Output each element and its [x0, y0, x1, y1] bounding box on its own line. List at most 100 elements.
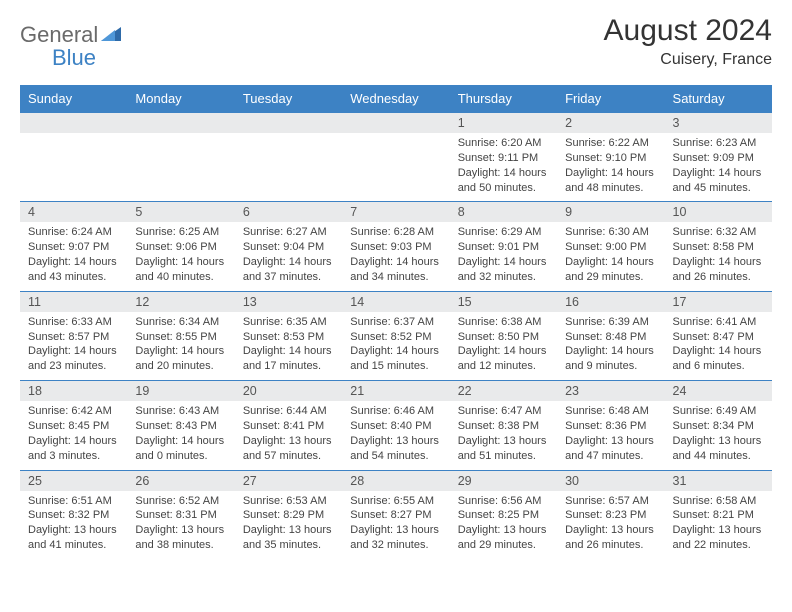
day-line-ss: Sunset: 8:58 PM: [673, 240, 764, 255]
day-content: Sunrise: 6:53 AMSunset: 8:29 PMDaylight:…: [235, 491, 342, 559]
day-number: 17: [665, 292, 772, 312]
day-line-d1: Daylight: 14 hours: [458, 255, 549, 270]
day-number: 25: [20, 471, 127, 491]
day-line-d1: Daylight: 13 hours: [673, 434, 764, 449]
day-cell: Sunrise: 6:22 AMSunset: 9:10 PMDaylight:…: [557, 133, 664, 202]
day-cell: Sunrise: 6:53 AMSunset: 8:29 PMDaylight:…: [235, 491, 342, 559]
day-content: Sunrise: 6:42 AMSunset: 8:45 PMDaylight:…: [20, 401, 127, 469]
day-content: Sunrise: 6:49 AMSunset: 8:34 PMDaylight:…: [665, 401, 772, 469]
week-row: Sunrise: 6:24 AMSunset: 9:07 PMDaylight:…: [20, 222, 772, 291]
location-subtitle: Cuisery, France: [604, 51, 772, 69]
day-line-ss: Sunset: 8:57 PM: [28, 330, 119, 345]
weekday-header: Friday: [557, 85, 664, 113]
day-number: 27: [235, 471, 342, 491]
day-cell: Sunrise: 6:55 AMSunset: 8:27 PMDaylight:…: [342, 491, 449, 559]
day-line-ss: Sunset: 9:10 PM: [565, 151, 656, 166]
daynum-cell: 13: [235, 291, 342, 312]
day-line-d1: Daylight: 13 hours: [243, 523, 334, 538]
daynum-cell: [20, 113, 127, 134]
day-content: Sunrise: 6:22 AMSunset: 9:10 PMDaylight:…: [557, 133, 664, 201]
day-line-d1: Daylight: 14 hours: [243, 344, 334, 359]
day-cell: Sunrise: 6:46 AMSunset: 8:40 PMDaylight:…: [342, 401, 449, 470]
day-line-d2: and 51 minutes.: [458, 449, 549, 464]
day-content: Sunrise: 6:46 AMSunset: 8:40 PMDaylight:…: [342, 401, 449, 469]
day-line-ss: Sunset: 8:55 PM: [135, 330, 226, 345]
day-cell: Sunrise: 6:47 AMSunset: 8:38 PMDaylight:…: [450, 401, 557, 470]
day-cell: Sunrise: 6:41 AMSunset: 8:47 PMDaylight:…: [665, 312, 772, 381]
daynum-cell: 16: [557, 291, 664, 312]
day-number: [127, 113, 234, 133]
day-line-sr: Sunrise: 6:39 AM: [565, 315, 656, 330]
daynum-cell: 9: [557, 202, 664, 223]
day-number: 15: [450, 292, 557, 312]
day-cell: Sunrise: 6:56 AMSunset: 8:25 PMDaylight:…: [450, 491, 557, 559]
day-cell: Sunrise: 6:29 AMSunset: 9:01 PMDaylight:…: [450, 222, 557, 291]
day-line-d1: Daylight: 14 hours: [565, 344, 656, 359]
daynum-cell: 23: [557, 381, 664, 402]
day-content: Sunrise: 6:52 AMSunset: 8:31 PMDaylight:…: [127, 491, 234, 559]
day-content: Sunrise: 6:38 AMSunset: 8:50 PMDaylight:…: [450, 312, 557, 380]
day-content: [127, 133, 234, 193]
day-cell: Sunrise: 6:34 AMSunset: 8:55 PMDaylight:…: [127, 312, 234, 381]
day-line-d1: Daylight: 14 hours: [350, 344, 441, 359]
day-line-d1: Daylight: 14 hours: [458, 344, 549, 359]
day-line-sr: Sunrise: 6:35 AM: [243, 315, 334, 330]
day-cell: Sunrise: 6:52 AMSunset: 8:31 PMDaylight:…: [127, 491, 234, 559]
day-line-d1: Daylight: 14 hours: [28, 434, 119, 449]
day-line-d1: Daylight: 14 hours: [135, 344, 226, 359]
day-cell: Sunrise: 6:39 AMSunset: 8:48 PMDaylight:…: [557, 312, 664, 381]
day-line-ss: Sunset: 8:21 PM: [673, 508, 764, 523]
day-cell: [342, 133, 449, 202]
day-content: Sunrise: 6:57 AMSunset: 8:23 PMDaylight:…: [557, 491, 664, 559]
day-number: 18: [20, 381, 127, 401]
day-line-d1: Daylight: 14 hours: [673, 344, 764, 359]
day-cell: Sunrise: 6:57 AMSunset: 8:23 PMDaylight:…: [557, 491, 664, 559]
day-content: Sunrise: 6:58 AMSunset: 8:21 PMDaylight:…: [665, 491, 772, 559]
day-content: Sunrise: 6:55 AMSunset: 8:27 PMDaylight:…: [342, 491, 449, 559]
day-line-sr: Sunrise: 6:22 AM: [565, 136, 656, 151]
day-line-d1: Daylight: 14 hours: [28, 344, 119, 359]
day-number: 26: [127, 471, 234, 491]
day-line-sr: Sunrise: 6:41 AM: [673, 315, 764, 330]
day-line-d2: and 29 minutes.: [458, 538, 549, 553]
daynum-cell: 12: [127, 291, 234, 312]
day-content: Sunrise: 6:27 AMSunset: 9:04 PMDaylight:…: [235, 222, 342, 290]
weekday-header: Sunday: [20, 85, 127, 113]
weekday-header: Tuesday: [235, 85, 342, 113]
day-line-d2: and 54 minutes.: [350, 449, 441, 464]
day-content: Sunrise: 6:33 AMSunset: 8:57 PMDaylight:…: [20, 312, 127, 380]
day-line-sr: Sunrise: 6:27 AM: [243, 225, 334, 240]
day-line-d2: and 20 minutes.: [135, 359, 226, 374]
day-number: 24: [665, 381, 772, 401]
day-number: [235, 113, 342, 133]
day-line-ss: Sunset: 8:40 PM: [350, 419, 441, 434]
day-line-d1: Daylight: 14 hours: [135, 434, 226, 449]
day-line-d2: and 48 minutes.: [565, 181, 656, 196]
day-cell: Sunrise: 6:27 AMSunset: 9:04 PMDaylight:…: [235, 222, 342, 291]
day-cell: Sunrise: 6:30 AMSunset: 9:00 PMDaylight:…: [557, 222, 664, 291]
day-number: 4: [20, 202, 127, 222]
daynum-cell: 17: [665, 291, 772, 312]
day-content: Sunrise: 6:29 AMSunset: 9:01 PMDaylight:…: [450, 222, 557, 290]
day-line-sr: Sunrise: 6:49 AM: [673, 404, 764, 419]
week-row: Sunrise: 6:20 AMSunset: 9:11 PMDaylight:…: [20, 133, 772, 202]
day-line-d1: Daylight: 13 hours: [458, 523, 549, 538]
daynum-cell: 7: [342, 202, 449, 223]
day-line-d2: and 57 minutes.: [243, 449, 334, 464]
day-line-d1: Daylight: 14 hours: [565, 255, 656, 270]
daynum-cell: [342, 113, 449, 134]
day-line-d1: Daylight: 14 hours: [243, 255, 334, 270]
day-number: 2: [557, 113, 664, 133]
day-line-d2: and 34 minutes.: [350, 270, 441, 285]
daynum-cell: 25: [20, 470, 127, 491]
day-cell: Sunrise: 6:48 AMSunset: 8:36 PMDaylight:…: [557, 401, 664, 470]
daynum-cell: 30: [557, 470, 664, 491]
day-cell: Sunrise: 6:58 AMSunset: 8:21 PMDaylight:…: [665, 491, 772, 559]
day-line-ss: Sunset: 8:53 PM: [243, 330, 334, 345]
day-line-d2: and 37 minutes.: [243, 270, 334, 285]
daynum-cell: 22: [450, 381, 557, 402]
day-line-ss: Sunset: 9:00 PM: [565, 240, 656, 255]
day-line-d1: Daylight: 13 hours: [243, 434, 334, 449]
day-line-d1: Daylight: 13 hours: [565, 434, 656, 449]
day-number: 13: [235, 292, 342, 312]
